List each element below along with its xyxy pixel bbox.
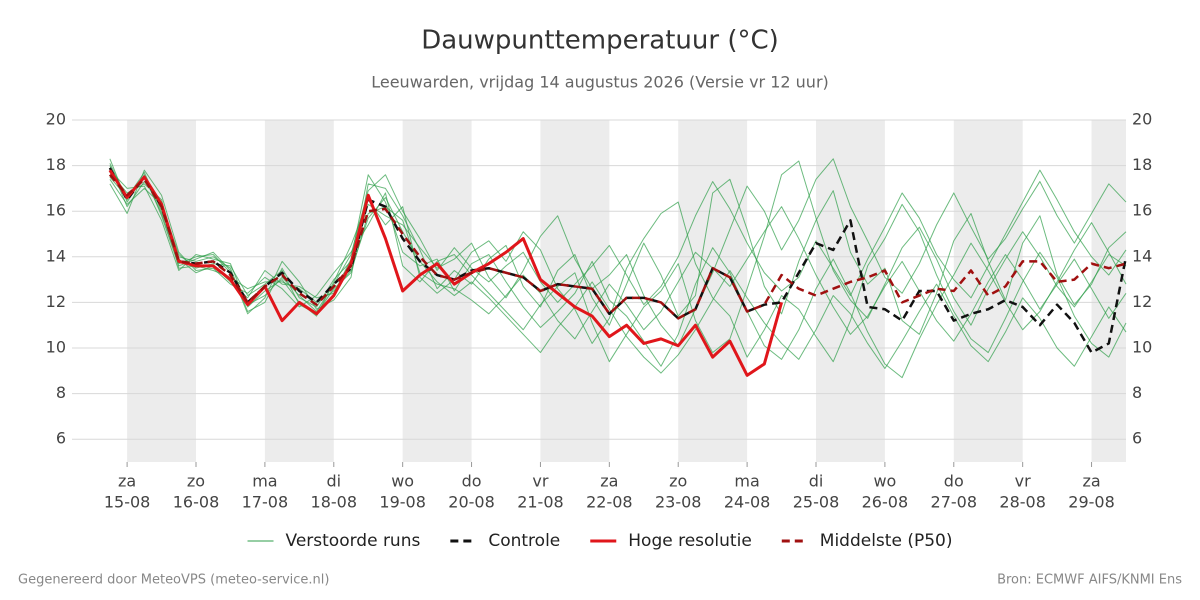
x-tick-date: 20-08	[448, 493, 495, 512]
y2-tick-label: 16	[1132, 201, 1152, 220]
y-tick-label: 10	[46, 338, 66, 357]
y-tick-label: 20	[46, 110, 66, 129]
x-tick-date: 27-08	[931, 493, 978, 512]
y2-tick-label: 6	[1132, 429, 1142, 448]
day-band	[127, 120, 196, 462]
x-tick-label: wo	[391, 472, 414, 491]
y2-tick-label: 18	[1132, 155, 1152, 174]
day-band	[540, 120, 610, 462]
x-tick-date: 18-08	[311, 493, 358, 512]
x-tick-date: 23-08	[655, 493, 702, 512]
x-tick-label: do	[944, 472, 964, 491]
x-tick-date: 16-08	[173, 493, 220, 512]
legend-label: Controle	[488, 531, 560, 551]
x-tick-label: di	[809, 472, 824, 491]
x-tick-date: 25-08	[793, 493, 840, 512]
legend-label: Verstoorde runs	[286, 531, 421, 551]
y-tick-label: 18	[46, 155, 66, 174]
x-tick-label: wo	[873, 472, 896, 491]
x-tick-date: 15-08	[104, 493, 151, 512]
ensemble-line	[109, 178, 1127, 342]
x-tick-date: 19-08	[379, 493, 426, 512]
day-band	[1091, 120, 1126, 462]
ensemble-line	[109, 172, 1127, 374]
x-tick-label: do	[462, 472, 482, 491]
y-tick-label: 12	[46, 292, 66, 311]
y-tick-label: 14	[46, 246, 66, 265]
legend: Verstoorde runs Controle Hoge resolutie Mid…	[247, 531, 953, 551]
x-tick-date: 22-08	[586, 493, 633, 512]
y2-tick-label: 20	[1132, 110, 1152, 129]
x-tick-date: 24-08	[724, 493, 771, 512]
legend-label: Middelste (P50)	[820, 531, 953, 551]
series-line	[108, 173, 1127, 320]
x-tick-label: vr	[532, 472, 548, 491]
y2-tick-label: 8	[1132, 383, 1142, 402]
y2-tick-label: 12	[1132, 292, 1152, 311]
x-tick-date: 28-08	[999, 493, 1046, 512]
x-tick-label: di	[326, 472, 341, 491]
x-tick-label: zo	[187, 472, 205, 491]
legend-label: Hoge resolutie	[628, 531, 752, 551]
ensemble-line	[109, 160, 1127, 363]
x-tick-label: za	[118, 472, 136, 491]
ensemble-line	[109, 163, 1127, 313]
x-tick-date: 29-08	[1068, 493, 1115, 512]
y-tick-label: 16	[46, 201, 66, 220]
x-tick-label: zo	[669, 472, 687, 491]
day-band	[402, 120, 472, 462]
x-tick-label: za	[600, 472, 618, 491]
y2-tick-label: 14	[1132, 246, 1152, 265]
y2-tick-label: 10	[1132, 338, 1152, 357]
y-tick-label: 8	[56, 383, 66, 402]
x-tick-label: za	[1082, 472, 1100, 491]
x-tick-label: ma	[252, 472, 277, 491]
footer-right: Bron: ECMWF AIFS/KNMI Ens	[997, 573, 1182, 588]
footer-left: Gegenereerd door MeteoVPS (meteo-service…	[18, 573, 329, 588]
x-tick-date: 17-08	[242, 493, 289, 512]
x-tick-label: vr	[1015, 472, 1031, 491]
x-tick-date: 21-08	[517, 493, 564, 512]
chart-title: Dauwpunttemperatuur (°C)	[421, 26, 779, 56]
x-tick-date: 26-08	[862, 493, 909, 512]
y-tick-label: 6	[56, 429, 66, 448]
chart-subtitle: Leeuwarden, vrijdag 14 augustus 2026 (Ve…	[371, 73, 829, 92]
x-tick-label: ma	[734, 472, 759, 491]
day-band	[953, 120, 1023, 462]
series-line	[108, 169, 784, 377]
series-line	[108, 167, 1128, 354]
